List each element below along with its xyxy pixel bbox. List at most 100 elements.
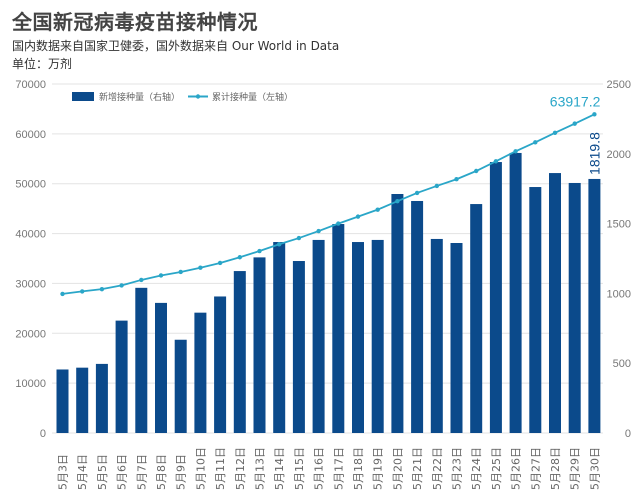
point-5月18日 — [355, 214, 361, 219]
bar-5月17日 — [332, 224, 345, 433]
point-5月30日 — [592, 112, 597, 117]
point-5月14日 — [277, 242, 282, 247]
point-5月26日 — [513, 149, 518, 154]
point-5月5日 — [99, 286, 105, 292]
point-5月29日 — [572, 121, 577, 126]
point-5月17日 — [336, 221, 341, 226]
bar-5月7日 — [135, 287, 148, 433]
cumulative-line — [62, 113, 595, 295]
bar-5月23日 — [450, 243, 463, 433]
x-tick-label: 5月17日 — [332, 447, 345, 490]
point-5月23日 — [454, 177, 459, 182]
x-tick-label: 5月3日 — [57, 454, 70, 490]
right-axis: 0 500 1000 1500 2000 2500 — [607, 79, 631, 440]
x-tick-label: 5月29日 — [569, 447, 582, 490]
bar-5月12日 — [233, 271, 246, 433]
left-tick-label: 50000 — [15, 179, 46, 191]
annotation-last-daily: 1819.8 — [586, 132, 602, 175]
x-tick-label: 5月13日 — [254, 447, 267, 490]
right-tick-label: 0 — [625, 428, 631, 440]
bar-5月30日 — [588, 178, 601, 433]
point-5月9日 — [178, 269, 183, 275]
x-tick-label: 5月14日 — [273, 447, 286, 490]
x-tick-label: 5月12日 — [234, 447, 247, 490]
x-tick-label: 5月23日 — [451, 447, 464, 490]
point-5月7日 — [139, 277, 144, 283]
bar-5月21日 — [411, 200, 424, 433]
x-tick-label: 5月28日 — [549, 447, 562, 490]
x-tick-label: 5月8日 — [155, 454, 168, 490]
bar-5月20日 — [391, 194, 404, 433]
point-5月28日 — [552, 130, 558, 136]
right-tick-label: 500 — [613, 358, 631, 370]
bar-5月26日 — [509, 152, 522, 433]
right-tick-label: 1500 — [607, 219, 631, 231]
legend: 新增接种量（右轴） 累计接种量（左轴） — [72, 91, 293, 103]
left-tick-label: 20000 — [15, 328, 46, 340]
left-tick-label: 10000 — [15, 378, 46, 390]
point-5月8日 — [158, 273, 164, 278]
legend-line-marker — [195, 94, 201, 99]
x-axis: 5月3日 5月4日 5月5日 5月6日 5月7日 5月8日 5月9日 5月10日 5月11日 5月… — [57, 447, 602, 490]
bar-5月4日 — [76, 367, 89, 433]
right-tick-label: 2000 — [607, 149, 631, 161]
bar-5月27日 — [529, 187, 542, 433]
left-tick-label: 40000 — [15, 229, 46, 241]
point-5月4日 — [80, 289, 85, 294]
left-tick-label: 30000 — [15, 278, 46, 290]
point-5月15日 — [296, 235, 302, 241]
bar-5月6日 — [115, 320, 128, 433]
bar-5月16日 — [312, 239, 325, 433]
left-tick-label: 0 — [40, 428, 46, 440]
x-tick-label: 5月15日 — [293, 447, 306, 490]
line-series — [60, 112, 597, 297]
x-tick-label: 5月5日 — [96, 454, 109, 490]
point-5月11日 — [217, 260, 223, 266]
right-tick-label: 1000 — [607, 288, 631, 300]
x-tick-label: 5月7日 — [135, 454, 148, 490]
bar-5月10日 — [194, 312, 207, 433]
bar-5月28日 — [549, 173, 561, 433]
x-tick-label: 5月27日 — [529, 447, 542, 490]
point-5月21日 — [414, 190, 420, 196]
bar-5月25日 — [489, 162, 502, 433]
x-tick-label: 5月24日 — [470, 447, 483, 490]
bar-5月29日 — [568, 182, 581, 433]
bar-5月3日 — [56, 369, 69, 433]
point-5月19日 — [375, 207, 380, 212]
chart-subtitle: 国内数据来自国家卫健委，国外数据来自 Our World in Data — [12, 39, 340, 53]
bar-5月15日 — [292, 261, 305, 433]
point-5月20日 — [395, 198, 400, 204]
bar-5月9日 — [174, 339, 187, 433]
chart-title: 全国新冠病毒疫苗接种情况 — [12, 10, 258, 34]
bar-5月18日 — [352, 242, 364, 433]
point-5月27日 — [533, 140, 538, 145]
bar-5月13日 — [253, 257, 266, 433]
bar-5月11日 — [214, 296, 227, 433]
bar-5月8日 — [155, 302, 167, 433]
legend-bar-label: 新增接种量（右轴） — [99, 91, 180, 103]
x-tick-label: 5月19日 — [372, 447, 385, 490]
bar-5月5日 — [95, 363, 108, 433]
bar-5月14日 — [273, 242, 286, 433]
left-tick-label: 60000 — [15, 129, 46, 141]
right-tick-label: 2500 — [607, 79, 631, 91]
point-5月13日 — [257, 248, 262, 254]
x-tick-label: 5月16日 — [313, 447, 326, 490]
x-tick-label: 5月11日 — [214, 447, 227, 490]
x-tick-label: 5月25日 — [490, 447, 503, 490]
point-5月6日 — [119, 283, 124, 288]
x-tick-label: 5月18日 — [352, 447, 365, 490]
x-tick-label: 5月21日 — [411, 447, 424, 490]
bar-5月22日 — [430, 238, 443, 433]
point-5月22日 — [434, 183, 439, 189]
point-5月16日 — [316, 228, 321, 234]
x-tick-label: 5月10日 — [194, 447, 207, 490]
x-tick-label: 5月9日 — [175, 454, 188, 490]
left-axis: 0 10000 20000 30000 40000 50000 60000 70000 — [15, 79, 46, 440]
x-tick-label: 5月4日 — [76, 454, 89, 490]
bar-series — [56, 152, 601, 433]
bar-5月19日 — [371, 239, 384, 433]
bar-5月24日 — [470, 204, 483, 433]
